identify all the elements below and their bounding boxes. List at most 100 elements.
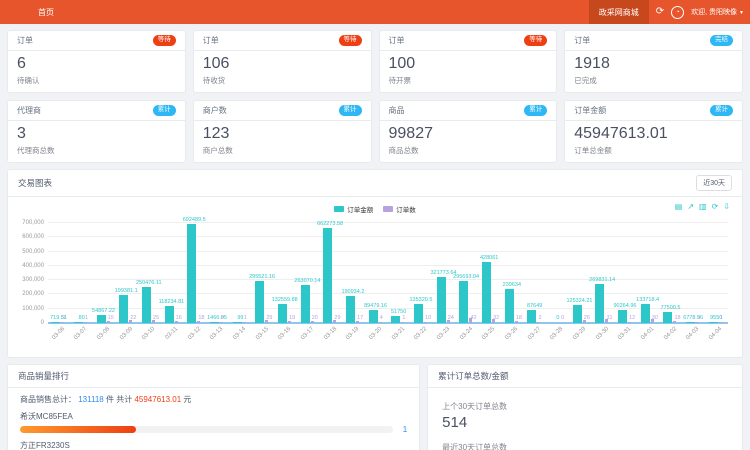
x-axis-label: 03-24 — [458, 326, 474, 342]
bar-group-03-18: 662273.58 29 03-18 — [317, 221, 343, 341]
chart-legend: 订单金额 订单数 — [8, 204, 742, 214]
stat-card-label: 订单总金额 — [574, 146, 612, 155]
bar-chart-icon[interactable]: ▥ — [699, 202, 707, 211]
y-axis-label: 200,000 — [22, 291, 44, 298]
avatar[interactable]: ◔ — [671, 5, 685, 19]
user-menu[interactable]: 欢迎, 贵阳映像 ▼ — [691, 7, 744, 17]
x-axis-label: 03-12 — [186, 326, 202, 342]
stat-card-value: 106 — [202, 55, 230, 72]
bar-group-03-29: 125324.21 26 03-29 — [566, 223, 592, 341]
count-label: 18 — [515, 315, 522, 321]
x-axis-label: 03-23 — [436, 326, 452, 342]
summary-suffix: 元 — [183, 395, 192, 404]
stat-card-value: 6 — [17, 55, 26, 72]
amount-label: 135320.5 — [409, 296, 433, 303]
x-axis-label: 03-10 — [141, 326, 157, 342]
amount-label: 295693.04 — [453, 273, 480, 280]
x-axis-label: 03-20 — [368, 326, 384, 342]
download-icon[interactable]: ⇩ — [723, 202, 730, 211]
status-badge: 等待 — [338, 35, 362, 46]
summary-total-amount: 45947613.01 — [134, 395, 182, 404]
y-axis-label: 300,000 — [22, 277, 44, 284]
product-name: 方正FR3230S — [20, 441, 70, 450]
stat-card-label: 待收货 — [202, 76, 226, 85]
amount-bar — [51, 322, 61, 323]
line-chart-icon[interactable]: ↗ — [687, 202, 695, 211]
stat-card-5: 商户数 累计 123 商户总数 — [192, 100, 372, 163]
count-bar — [288, 320, 292, 323]
x-axis-line — [48, 322, 728, 324]
y-axis-label: 700,000 — [22, 220, 44, 226]
stat-card-value: 100 — [388, 55, 416, 72]
bar-group-03-16: 132559.88 19 03-16 — [272, 223, 298, 341]
y-axis-label: 100,000 — [22, 305, 44, 312]
count-bar — [446, 320, 450, 323]
count-bar — [310, 320, 314, 323]
legend-item-0[interactable]: 订单金额 — [334, 204, 373, 214]
bar-group-03-10: 250476.11 25 03-10 — [136, 223, 162, 341]
count-bar — [650, 319, 654, 323]
amount-label: 133718.4 — [636, 296, 660, 303]
x-axis-label: 04-02 — [662, 326, 678, 342]
amount-bar — [686, 322, 696, 323]
stat-card-1: 订单 等待 106 待收货 — [192, 30, 372, 93]
bar-groups: 719.51 9 03-06 80 1 03-07 54867.22 15 03-08 19938… — [48, 217, 728, 342]
amount-bar — [346, 295, 356, 323]
legend-item-1[interactable]: 订单数 — [383, 204, 416, 214]
count-label: 0 — [561, 315, 565, 321]
stat-card-label: 已完成 — [574, 76, 597, 85]
status-badge: 累计 — [710, 105, 733, 116]
count-bar — [106, 321, 110, 323]
stat-card-0: 订单 等待 6 待确认 — [7, 30, 186, 93]
total-value-0: 514 — [442, 414, 468, 431]
totals-list: 上个30天订单总数514最近30天订单总数486 — [428, 388, 742, 450]
gridline — [48, 236, 728, 238]
stat-cards-grid: 订单 等待 6 待确认 订单 等待 106 待收货 订单 等待 100 待开票 订单 完结 1918 已完成代… — [7, 30, 743, 163]
totals-title: 累计订单总数/金额 — [438, 371, 509, 381]
count-bar — [718, 322, 722, 323]
amount-label: 89479.16 — [364, 303, 388, 310]
store-button[interactable]: 政采网商城 — [588, 0, 649, 24]
bar-group-04-03: 6778.96 5 04-03 — [683, 223, 706, 341]
bar-group-03-31: 90264.96 12 03-31 — [614, 223, 638, 341]
count-label: 10 — [425, 315, 432, 321]
refresh-icon[interactable]: ⟳ — [655, 6, 665, 17]
range-30d-button[interactable]: 近30天 — [696, 175, 732, 191]
bar-group-03-22: 135320.5 10 03-22 — [409, 223, 434, 341]
breadcrumb-home[interactable]: 首页 — [38, 7, 54, 17]
amount-label: 80 — [78, 315, 85, 321]
amount-label: 87649 — [527, 303, 543, 310]
bar-group-04-02: 77500.5 18 04-02 — [660, 223, 683, 341]
bar-group-03-23: 321773.64 24 03-23 — [430, 223, 456, 341]
stat-card-6: 商品 累计 99827 商品总数 — [378, 100, 558, 163]
bar-group-04-01: 133718.4 30 04-01 — [636, 223, 660, 341]
stat-card-label: 商户总数 — [202, 146, 233, 155]
amount-label: 118234.81 — [158, 299, 185, 306]
amount-bar — [663, 311, 673, 323]
bar-group-03-24: 295693.04 42 03-24 — [453, 223, 480, 341]
caret-down-icon: ▼ — [739, 10, 744, 16]
x-axis-label: 03-15 — [254, 326, 270, 342]
legend-label: 订单数 — [396, 207, 416, 214]
amount-label: 1466.85 — [207, 315, 227, 321]
amount-bar — [119, 294, 129, 323]
data-view-icon[interactable]: ▤ — [674, 202, 683, 211]
ranking-list: 希沃MC85FEA1方正FR3230S1卓越佳印75G卓越佳印 复印纸8包，每包… — [20, 411, 407, 450]
stat-card-title: 订单 — [202, 36, 219, 45]
count-label: 1 — [402, 315, 406, 321]
x-axis-label: 04-01 — [640, 326, 656, 342]
stat-card-title: 订单金额 — [574, 106, 607, 115]
amount-bar — [640, 303, 650, 323]
restore-icon[interactable]: ⟳ — [711, 202, 719, 211]
stat-card-label: 待开票 — [388, 76, 412, 85]
x-axis-label: 03-08 — [96, 326, 112, 342]
count-label: 24 — [447, 315, 454, 321]
count-label: 1 — [85, 315, 89, 321]
bar-group-03-17: 263070.14 20 03-17 — [294, 223, 320, 341]
amount-label: 199381.1 — [114, 287, 138, 294]
x-axis-label: 03-31 — [617, 326, 633, 342]
bar-group-03-09: 199381.1 22 03-09 — [114, 223, 139, 342]
bar-group-03-26: 239634 18 03-26 — [501, 223, 524, 341]
count-label: 18 — [674, 315, 681, 321]
progress-fill — [20, 426, 136, 433]
